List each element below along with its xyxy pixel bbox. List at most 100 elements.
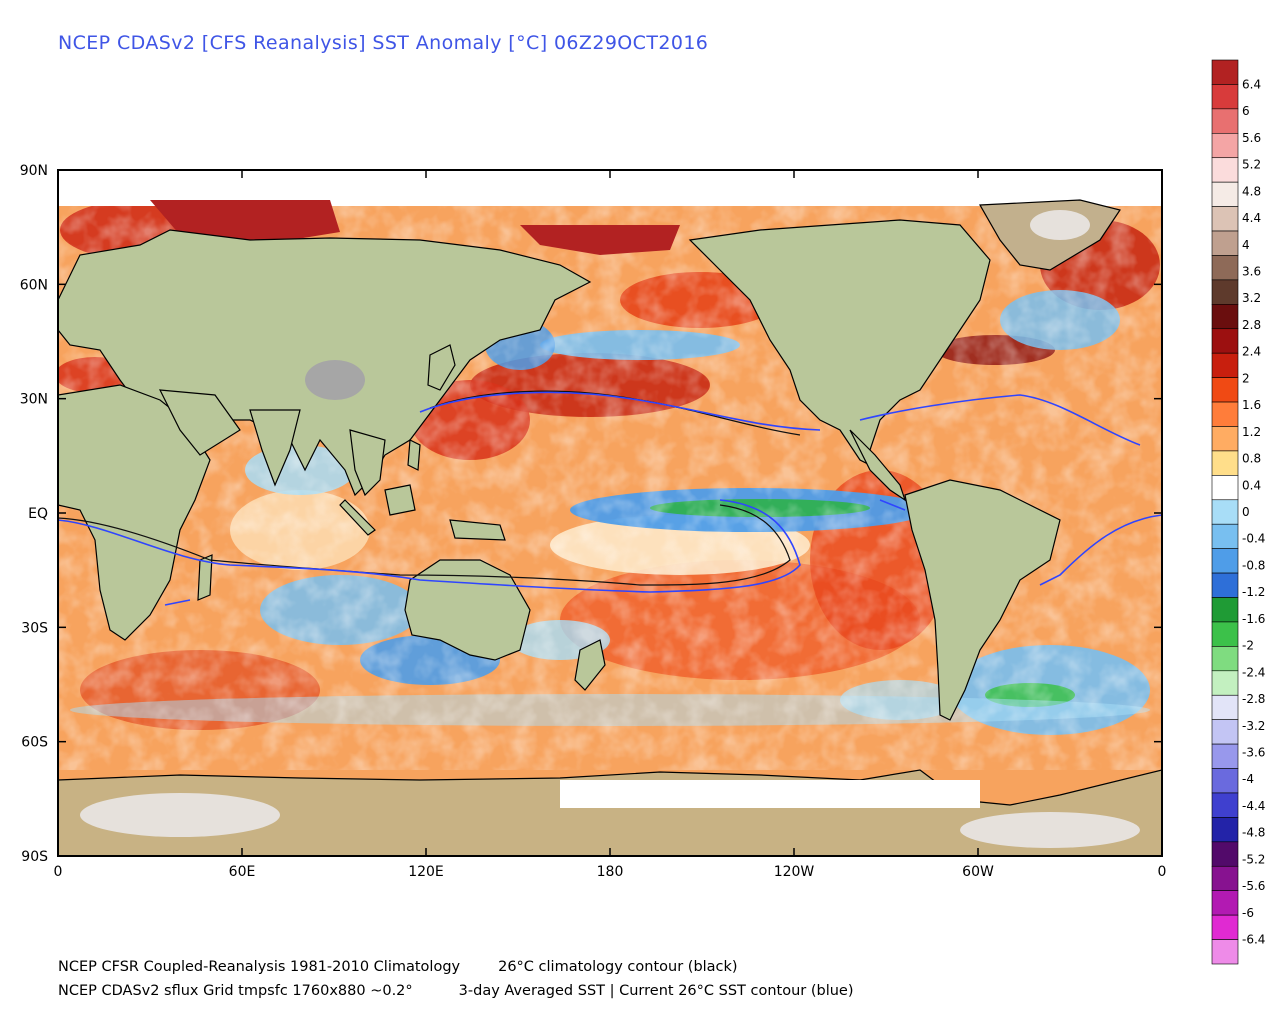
colorbar-swatch [1211, 230, 1239, 256]
colorbar-swatch [1211, 597, 1239, 623]
colorbar-swatch [1211, 206, 1239, 232]
colorbar-label: 2.4 [1242, 345, 1261, 359]
chart-title: NCEP CDASv2 [CFS Reanalysis] SST Anomaly… [58, 32, 709, 54]
land-south-america [904, 479, 1061, 721]
land-indochina [349, 429, 386, 497]
colorbar-label: 5.2 [1242, 158, 1261, 172]
colorbar-label: 0.8 [1242, 452, 1261, 466]
colorbar-swatch [1211, 939, 1239, 965]
colorbar-label: 3.2 [1242, 291, 1261, 305]
warm-anomaly-chukchi [520, 225, 680, 255]
land-new-zealand [574, 639, 606, 691]
footer-line-1: NCEP CFSR Coupled-Reanalysis 1981-2010 C… [58, 955, 854, 979]
land-sumatra [339, 499, 376, 536]
colorbar-label: 4 [1242, 238, 1250, 252]
lon-label: 60E [229, 864, 256, 880]
land [58, 199, 1162, 856]
colorbar-swatch [1211, 817, 1239, 843]
colorbar-label: -0.4 [1242, 532, 1265, 546]
colorbar-swatch [1211, 108, 1239, 134]
latitude-axis: 90N 60N 30N EQ 30S 60S 90S [20, 163, 1162, 865]
land-new-guinea [449, 519, 506, 541]
colorbar-swatch [1211, 694, 1239, 720]
colorbar-swatch [1211, 548, 1239, 574]
colorbar-label: -4.4 [1242, 799, 1265, 813]
land-india [249, 409, 301, 487]
colorbar-swatch [1211, 426, 1239, 452]
colorbar-label: 4.4 [1242, 211, 1261, 225]
colorbar-swatch [1211, 475, 1239, 501]
colorbar-label: 6.4 [1242, 77, 1261, 91]
lon-label: 0 [1158, 864, 1167, 880]
ice-antarctica-west [960, 812, 1140, 848]
lon-label: 0 [54, 864, 63, 880]
colorbar-swatch [1211, 743, 1239, 769]
colorbar-label: -1.6 [1242, 612, 1265, 626]
lat-label: 90S [21, 849, 48, 865]
colorbar-swatch [1211, 572, 1239, 598]
colorbar: 6.4 6 5.6 5.2 4.8 4.4 4 3.6 3.2 2.8 2.4 2 1.6 1.2 0.8 0… [1211, 59, 1265, 965]
colorbar-label: -4 [1242, 772, 1254, 786]
ice-antarctica-east [80, 793, 280, 837]
colorbar-swatch [1211, 377, 1239, 403]
colorbar-label: 2.8 [1242, 318, 1261, 332]
colorbar-swatch [1211, 646, 1239, 672]
colorbar-label: -1.2 [1242, 585, 1265, 599]
colorbar-label: -6 [1242, 906, 1254, 920]
colorbar-swatch [1211, 401, 1239, 427]
colorbar-label: 0 [1242, 505, 1250, 519]
colorbar-label: -5.6 [1242, 879, 1265, 893]
ice-areas [80, 210, 1140, 848]
colorbar-swatch [1211, 914, 1239, 940]
colorbar-swatch [1211, 157, 1239, 183]
footer-climatology: NCEP CFSR Coupled-Reanalysis 1981-2010 C… [58, 959, 461, 975]
lat-label: 60S [21, 735, 48, 751]
colorbar-swatch [1211, 304, 1239, 330]
lon-label: 180 [597, 864, 624, 880]
colorbar-label: -6.4 [1242, 933, 1265, 947]
lat-label: 30S [21, 620, 48, 636]
lon-label: 120E [408, 864, 444, 880]
lat-label: 30N [20, 392, 48, 408]
colorbar-label: -3.2 [1242, 719, 1265, 733]
colorbar-swatch [1211, 841, 1239, 867]
colorbar-label: -3.6 [1242, 746, 1265, 760]
lat-label: 90N [20, 163, 48, 179]
colorbar-swatch [1211, 255, 1239, 281]
colorbar-swatch [1211, 59, 1239, 85]
colorbar-swatch [1211, 621, 1239, 647]
colorbar-label: -5.2 [1242, 852, 1265, 866]
colorbar-swatch [1211, 181, 1239, 207]
colorbar-label: -2 [1242, 639, 1254, 653]
colorbar-label: 1.6 [1242, 398, 1261, 412]
colorbar-swatch [1211, 865, 1239, 892]
land-japan [427, 344, 456, 391]
lon-label: 120W [774, 864, 815, 880]
colorbar-swatch [1211, 719, 1239, 745]
ice-greenland [1030, 210, 1090, 240]
lat-label: 60N [20, 277, 48, 293]
colorbar-label: 5.6 [1242, 131, 1261, 145]
land-borneo [384, 484, 416, 516]
colorbar-swatch [1211, 352, 1239, 378]
colorbar-swatch [1211, 768, 1239, 794]
longitude-axis: 0 60E 120E 180 120W 60W 0 [54, 170, 1167, 880]
antarctic-shelf-mask [560, 780, 980, 808]
colorbar-label: 4.8 [1242, 184, 1261, 198]
contour-26c-current [58, 391, 1162, 606]
footer-data-source: NCEP CDASv2 sflux Grid tmpsfc 1760x880 ~… [58, 983, 413, 999]
colorbar-swatch [1211, 84, 1239, 110]
colorbar-label: -4.8 [1242, 826, 1265, 840]
tibet-plateau-mask [305, 360, 365, 400]
land-philippines [407, 439, 421, 471]
colorbar-label: 2 [1242, 371, 1250, 385]
colorbar-label: 0.4 [1242, 478, 1261, 492]
colorbar-swatch [1211, 499, 1239, 525]
land-central-america [849, 429, 907, 502]
colorbar-swatch [1211, 890, 1239, 916]
colorbar-label: -2.4 [1242, 665, 1265, 679]
land-arabia [158, 389, 241, 456]
colorbar-swatch [1211, 328, 1239, 354]
plot-area [58, 170, 1162, 856]
